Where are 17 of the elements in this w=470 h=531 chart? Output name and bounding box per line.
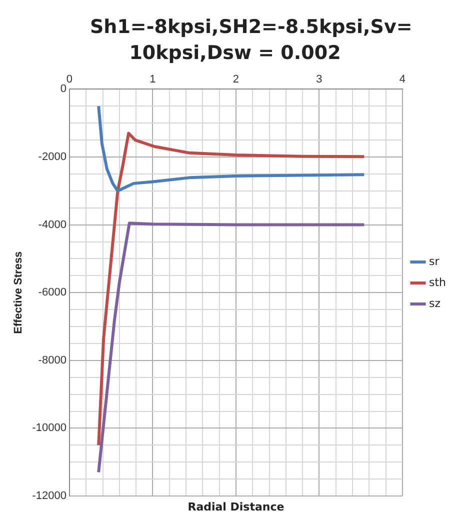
y-tick-label: -4000 bbox=[38, 218, 66, 231]
y-tick-label: -10000 bbox=[32, 422, 66, 434]
legend-label: sr bbox=[428, 254, 440, 268]
legend-label: sz bbox=[428, 296, 441, 310]
y-tick-label: -2000 bbox=[38, 151, 66, 164]
chart-title: Sh1=-8kpsi,SH2=-8.5kpsi,Sv= 10kpsi,Dsw = 0.002 bbox=[90, 15, 412, 66]
y-tick-label: -6000 bbox=[38, 286, 66, 299]
x-tick-label: 4 bbox=[399, 74, 406, 86]
x-tick-label: 2 bbox=[232, 74, 240, 86]
y-tick-label: -12000 bbox=[32, 490, 66, 502]
x-axis-title: Radial Distance bbox=[188, 500, 284, 514]
y-axis-title: Effective Stress bbox=[12, 251, 25, 334]
y-tick-label: 0 bbox=[60, 83, 66, 96]
legend-label: sth bbox=[428, 276, 446, 289]
y-tick-label: -8000 bbox=[38, 354, 66, 366]
x-tick-label: 3 bbox=[316, 74, 322, 86]
x-tick-label: 1 bbox=[150, 74, 156, 86]
